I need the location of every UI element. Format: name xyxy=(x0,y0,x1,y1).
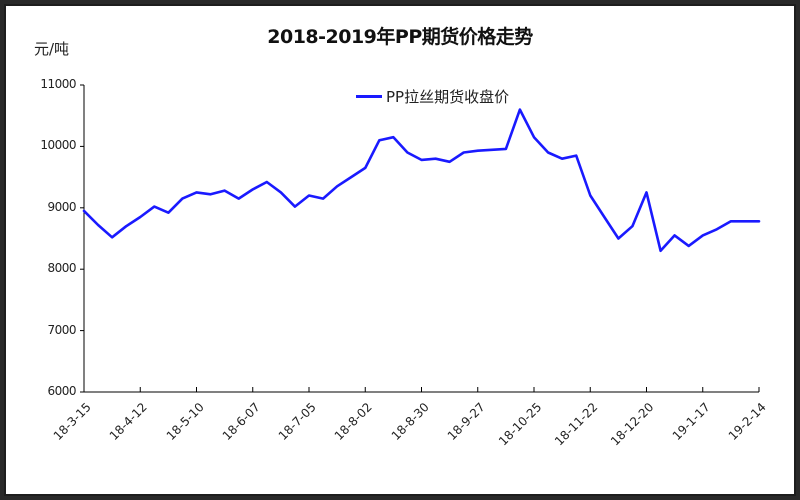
y-tick-label: 6000 xyxy=(47,384,76,398)
y-tick-label: 10000 xyxy=(40,138,76,153)
chart-title: 2018-2019年PP期货价格走势 xyxy=(267,26,533,48)
y-axis-ticks xyxy=(80,84,84,393)
legend-label: PP拉丝期货收盘价 xyxy=(386,88,510,106)
y-tick-label: 8000 xyxy=(47,261,76,276)
legend: PP拉丝期货收盘价 xyxy=(356,86,509,107)
x-axis-ticks xyxy=(83,387,760,392)
y-tick-label: 7000 xyxy=(47,322,76,337)
y-tick-label: 9000 xyxy=(47,199,76,214)
y-axis-unit-label: 元/吨 xyxy=(34,40,70,58)
chart-frame xyxy=(4,4,796,496)
legend-line-swatch-icon xyxy=(356,95,382,98)
y-tick-label: 11000 xyxy=(40,77,76,91)
price-line-series xyxy=(82,108,761,253)
